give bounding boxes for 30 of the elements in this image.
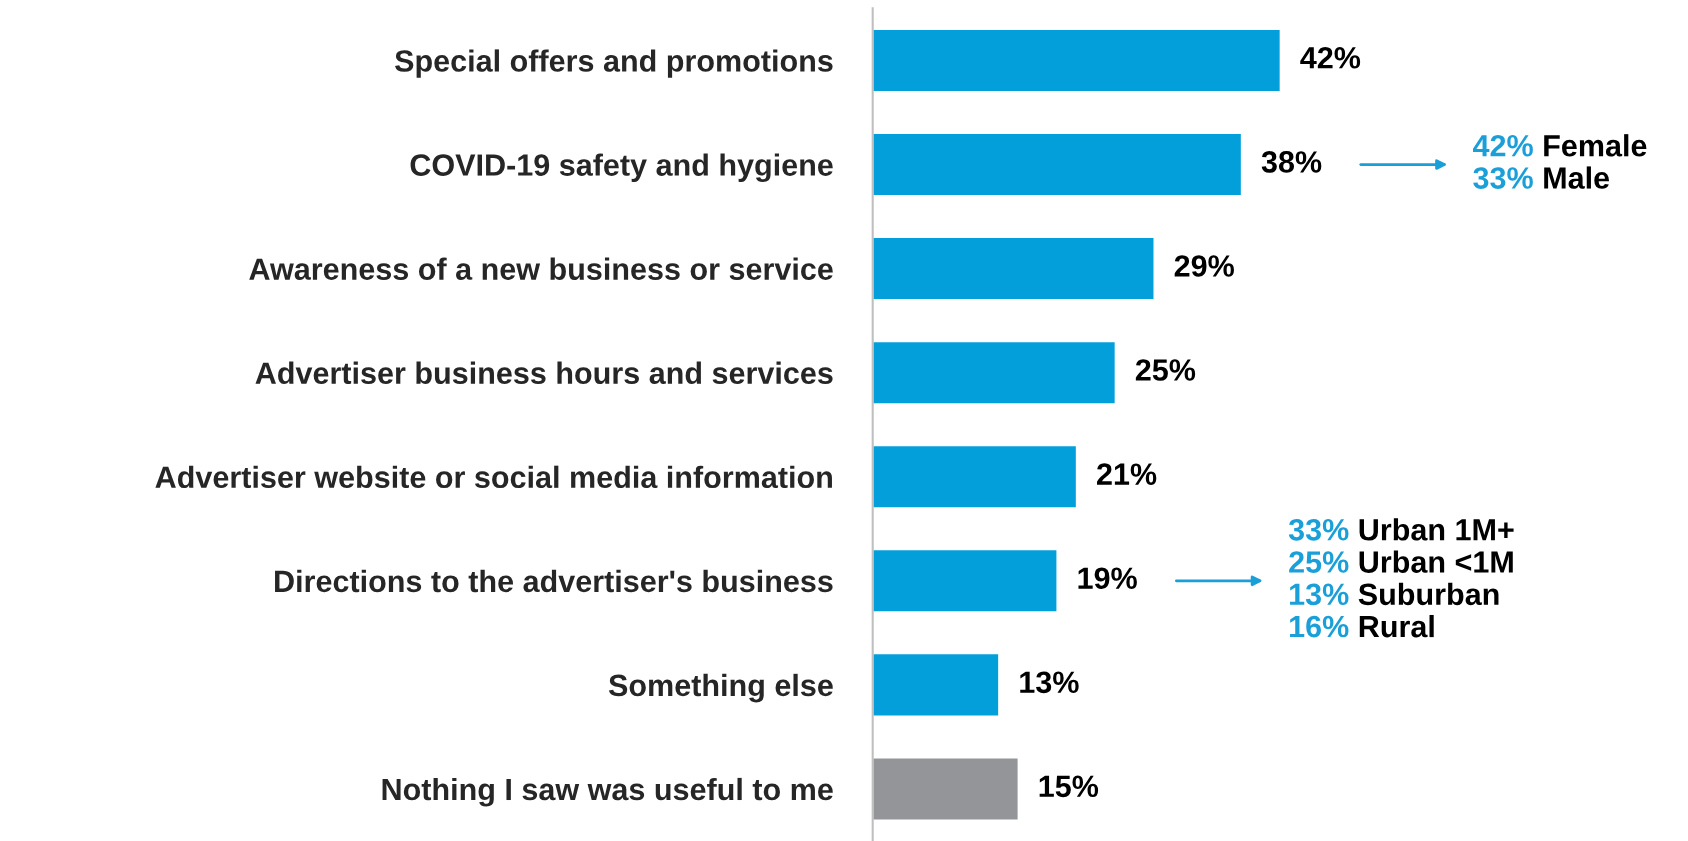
- y-tick-label: Nothing I saw was useful to me: [382, 777, 833, 807]
- text: 33% Urban 1M+: [1288, 518, 1514, 541]
- data-label: 19%: [1078, 567, 1137, 590]
- y-tick-label: Awareness of a new business or service: [249, 257, 833, 280]
- bar: [872, 444, 1078, 509]
- bar: [872, 132, 1243, 197]
- y-tick-label: Directions to the advertiser's business: [275, 569, 833, 593]
- y-tick-label: COVID-19 safety and hygiene: [410, 153, 833, 183]
- y-tick-label: Something else: [608, 673, 833, 703]
- bar: [872, 652, 1000, 717]
- data-label: 42%: [1300, 47, 1361, 69]
- text: 16% Rural: [1290, 614, 1434, 638]
- bar: [872, 548, 1058, 613]
- data-label: 29%: [1174, 255, 1234, 277]
- data-label: 21%: [1097, 463, 1157, 485]
- bar: [872, 28, 1282, 93]
- text: 13% Suburban: [1290, 582, 1499, 606]
- bar: [872, 757, 1019, 821]
- y-tick-label: Advertiser website or social media information: [155, 465, 832, 489]
- data-label: 13%: [1020, 671, 1079, 694]
- y-tick-label: Advertiser business hours and services: [255, 361, 833, 385]
- data-label: 15%: [1039, 775, 1099, 798]
- data-label: 25%: [1135, 359, 1196, 381]
- bar: [872, 340, 1117, 405]
- text: 42% Female: [1472, 134, 1647, 157]
- bar: [872, 236, 1155, 301]
- text: 33% Male: [1473, 166, 1610, 189]
- y-tick-label: Special offers and promotions: [394, 49, 833, 78]
- text: 25% Urban <1M: [1289, 550, 1513, 573]
- data-label: 38%: [1261, 151, 1322, 173]
